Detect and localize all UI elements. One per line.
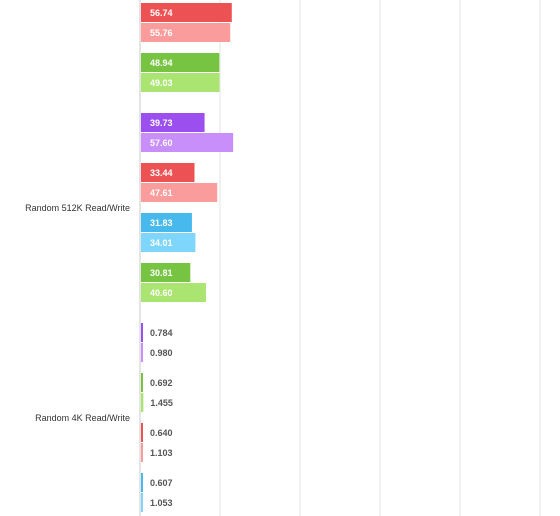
bar-1-7: [141, 283, 206, 302]
bar-2-0: [141, 323, 143, 342]
bar-1-1: [141, 133, 234, 152]
bar-1-2: [141, 163, 195, 182]
data-label-2-1: 0.980: [150, 348, 173, 358]
data-label-2-3: 1.455: [150, 398, 173, 408]
category-label-1: Random 512K Read/Write: [25, 203, 130, 213]
bar-2-1: [141, 343, 143, 362]
bar-2-2: [141, 373, 143, 392]
bar-1-4: [141, 213, 192, 232]
bar-0-1: [141, 23, 231, 42]
bar-2-7: [141, 493, 143, 512]
data-label-1-0: 39.73: [150, 118, 173, 128]
bar-2-5: [141, 443, 143, 462]
data-label-0-2: 48.94: [150, 58, 173, 68]
data-label-1-3: 47.61: [150, 188, 173, 198]
data-label-2-5: 1.103: [150, 448, 173, 458]
data-label-0-3: 49.03: [150, 78, 173, 88]
data-label-2-4: 0.640: [150, 428, 173, 438]
data-label-1-6: 30.81: [150, 268, 173, 278]
bar-0-3: [141, 73, 220, 92]
data-label-1-4: 31.83: [150, 218, 173, 228]
data-label-2-2: 0.692: [150, 378, 173, 388]
bar-2-4: [141, 423, 143, 442]
data-label-1-2: 33.44: [150, 168, 173, 178]
bar-0-2: [141, 53, 220, 72]
bar-1-3: [141, 183, 218, 202]
bar-1-0: [141, 113, 205, 132]
bar-2-6: [141, 473, 143, 492]
data-label-1-7: 40.60: [150, 288, 173, 298]
bar-1-5: [141, 233, 196, 252]
bar-1-6: [141, 263, 191, 282]
data-label-0-1: 55.76: [150, 28, 173, 38]
data-label-0-0: 56.74: [150, 8, 173, 18]
bar-2-3: [141, 393, 144, 412]
data-label-2-6: 0.607: [150, 478, 173, 488]
bar-0-0: [141, 3, 232, 22]
data-label-1-1: 57.60: [150, 138, 173, 148]
data-label-2-0: 0.784: [150, 328, 173, 338]
data-label-1-5: 34.01: [150, 238, 173, 248]
data-label-2-7: 1.053: [150, 498, 173, 508]
category-label-2: Random 4K Read/Write: [35, 413, 130, 423]
